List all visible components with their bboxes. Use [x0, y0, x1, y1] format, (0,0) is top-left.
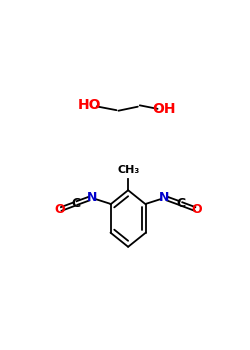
Text: C: C	[176, 197, 185, 210]
Text: N: N	[159, 191, 169, 204]
Text: N: N	[87, 191, 97, 204]
Text: O: O	[191, 203, 202, 216]
Text: HO: HO	[78, 98, 101, 112]
Text: CH₃: CH₃	[117, 164, 139, 175]
Text: C: C	[71, 197, 80, 210]
Text: O: O	[54, 203, 65, 216]
Text: OH: OH	[152, 102, 176, 116]
